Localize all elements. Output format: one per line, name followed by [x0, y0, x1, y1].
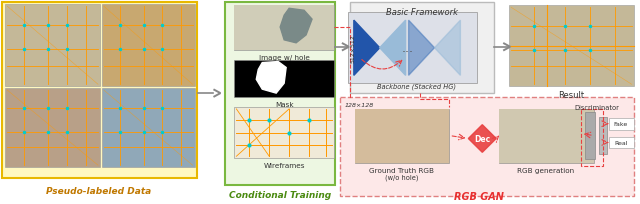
Bar: [102, 89, 195, 167]
Text: Ground Truth RGB: Ground Truth RGB: [369, 167, 434, 173]
Bar: [102, 5, 195, 87]
Polygon shape: [435, 21, 460, 76]
Bar: [234, 6, 334, 50]
Polygon shape: [354, 21, 380, 76]
Text: Real: Real: [614, 140, 627, 145]
Bar: [340, 98, 634, 196]
Text: Dec: Dec: [474, 134, 490, 143]
Text: Conditional Training: Conditional Training: [229, 190, 332, 199]
Bar: [234, 6, 334, 50]
Text: 512×512: 512×512: [350, 34, 355, 63]
Bar: [609, 118, 634, 130]
Bar: [599, 117, 607, 154]
Polygon shape: [280, 9, 312, 44]
Bar: [3, 3, 196, 178]
Bar: [234, 107, 334, 159]
Text: Wireframes: Wireframes: [264, 162, 305, 168]
Text: Fake: Fake: [614, 122, 628, 126]
Text: Discriminator: Discriminator: [574, 104, 620, 110]
Bar: [234, 60, 334, 98]
Bar: [499, 109, 594, 163]
Bar: [225, 3, 335, 185]
Polygon shape: [256, 62, 286, 94]
Text: RGB GAN: RGB GAN: [454, 191, 504, 201]
Bar: [499, 109, 594, 163]
Text: Basic Framework: Basic Framework: [385, 8, 458, 17]
Bar: [350, 3, 494, 94]
Bar: [355, 109, 449, 163]
Bar: [581, 109, 603, 166]
Text: ...: ...: [402, 42, 413, 55]
Bar: [585, 112, 595, 159]
Text: Pseudo-labeled Data: Pseudo-labeled Data: [46, 186, 152, 195]
Bar: [348, 13, 477, 84]
Text: (w/o hole): (w/o hole): [385, 174, 419, 180]
Bar: [5, 5, 100, 87]
Polygon shape: [468, 125, 496, 153]
Text: 128×128: 128×128: [345, 103, 374, 108]
Text: Result: Result: [558, 90, 584, 99]
Polygon shape: [408, 21, 435, 76]
Bar: [355, 109, 449, 163]
Text: Mask: Mask: [275, 101, 294, 108]
Bar: [5, 89, 100, 167]
Bar: [609, 137, 634, 149]
Polygon shape: [380, 21, 406, 76]
Text: RGB generation: RGB generation: [518, 167, 575, 173]
Text: Image w/ hole: Image w/ hole: [259, 54, 310, 60]
Text: Backbone (Stacked HG): Backbone (Stacked HG): [377, 82, 456, 89]
Bar: [509, 6, 634, 87]
